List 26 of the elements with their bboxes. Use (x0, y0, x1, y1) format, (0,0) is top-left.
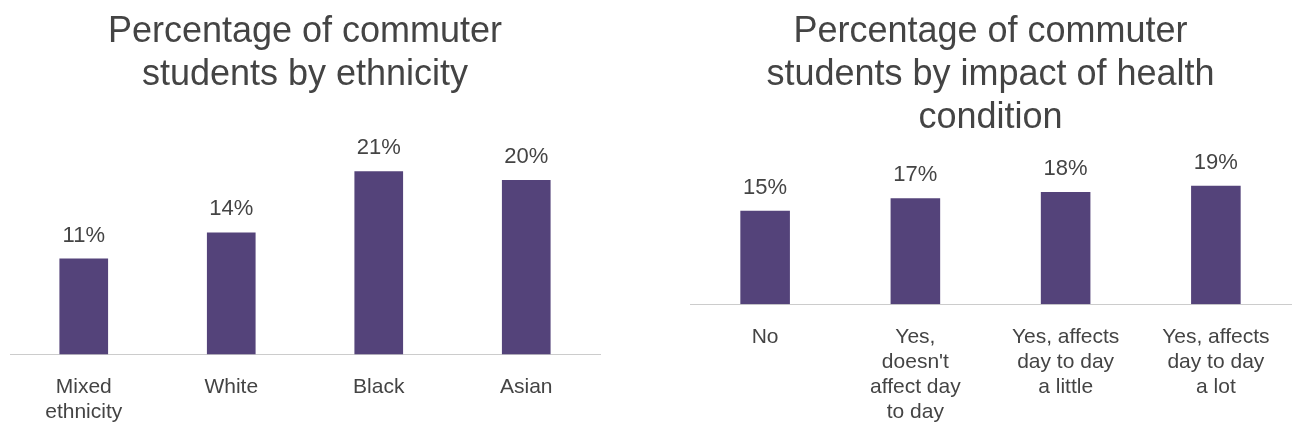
x-tick-label: Yes, affects day to day a lot (1162, 323, 1270, 397)
data-label: 20% (504, 143, 549, 169)
chart-title: Percentage of commuter students by impact of health condition (766, 8, 1215, 136)
data-label: 17% (893, 161, 938, 187)
data-label: 11% (62, 221, 105, 247)
x-tick-label: Mixed ethnicity (45, 374, 123, 423)
bar (501, 180, 551, 355)
data-label: 21% (356, 134, 401, 160)
x-tick-label: Yes, doesn't affect day to day (870, 323, 962, 423)
x-tick-label: Black (353, 374, 405, 397)
x-tick-label: White (204, 374, 259, 397)
data-label: 15% (743, 173, 788, 199)
chart-title: Percentage of commuter students by ethnicity (107, 8, 503, 93)
bar (1040, 192, 1091, 305)
bar (740, 210, 790, 305)
x-tick-label: Asian (499, 374, 553, 397)
x-tick-label: Yes, affects day to day a little (1011, 323, 1120, 397)
bar (1191, 185, 1241, 305)
bar (206, 232, 256, 355)
data-label: 18% (1043, 155, 1088, 181)
bar (354, 171, 404, 355)
data-label: 14% (209, 195, 254, 221)
data-label: 19% (1193, 148, 1238, 174)
bar (890, 198, 941, 305)
bar (59, 258, 109, 355)
x-tick-label: No (751, 323, 779, 347)
